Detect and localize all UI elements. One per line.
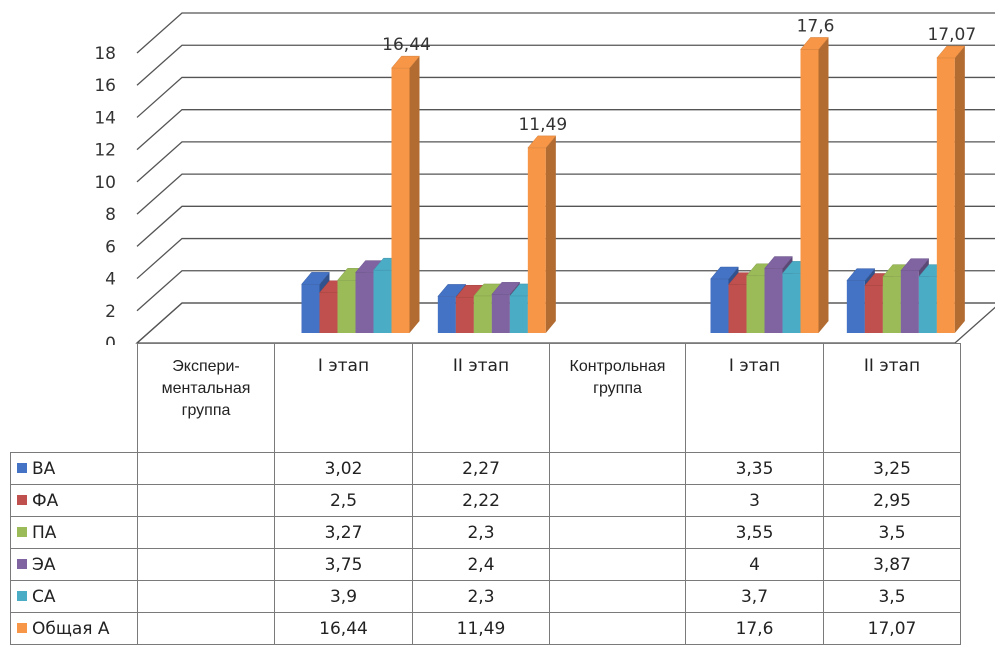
bar — [527, 135, 557, 333]
table-cell — [137, 612, 275, 645]
legend-entry: ЭА — [10, 548, 138, 581]
table-cell — [137, 580, 275, 613]
bar-chart: 0 2 4 6 8 10 12 14 16 18 16,44 11,49 17,6 17,07 — [94, 12, 995, 345]
legend-entry: Общая А — [10, 612, 138, 645]
table-cell: 3,25 — [823, 452, 961, 485]
data-labels: 16,44 11,49 17,6 17,07 — [382, 16, 976, 134]
data-label: 17,07 — [927, 25, 976, 45]
y-tick-label: 6 — [105, 237, 116, 257]
table-cell: 3,5 — [823, 580, 961, 613]
y-tick-label: 12 — [94, 141, 116, 161]
legend-entry: ПА — [10, 516, 138, 549]
table-cell: 3 — [685, 484, 824, 517]
table-cell — [549, 548, 686, 581]
table-cell — [549, 516, 686, 549]
bar — [799, 37, 830, 333]
table-cell — [549, 612, 686, 645]
bar — [390, 55, 421, 334]
category-header: II этап — [412, 343, 550, 453]
table-cell: 3,9 — [274, 580, 413, 613]
table-row: Общая А 16,44 11,49 17,6 17,07 — [10, 612, 961, 645]
chart-grid — [135, 12, 995, 344]
table-cell: 4 — [685, 548, 824, 581]
table-cell — [549, 484, 686, 517]
y-tick-label: 4 — [105, 270, 116, 290]
table-cell: 3,87 — [823, 548, 961, 581]
legend-entry: СА — [10, 580, 138, 613]
table-cell: 2,95 — [823, 484, 961, 517]
table-cell: 17,07 — [823, 612, 961, 645]
gridline — [136, 205, 995, 247]
gridline — [136, 237, 995, 280]
y-tick-label: 14 — [94, 108, 116, 128]
table-cell — [137, 548, 275, 581]
gridline — [136, 109, 995, 151]
table-cell: 3,55 — [685, 516, 824, 549]
data-label: 16,44 — [382, 35, 431, 55]
table-row: ЭА 3,75 2,4 4 3,87 — [10, 548, 961, 581]
chart-bars — [300, 37, 966, 334]
data-table: Экспери-ментальная группа I этап II этап Кон… — [10, 343, 961, 645]
table-cell — [137, 452, 275, 485]
table-cell: 17,6 — [685, 612, 824, 645]
bar — [936, 45, 966, 333]
legend-swatch — [17, 622, 27, 633]
legend-swatch — [17, 526, 27, 537]
gridline — [136, 12, 995, 54]
table-row: ФА 2,5 2,22 3 2,95 — [10, 484, 961, 517]
gridline — [136, 141, 995, 183]
table-row: ПА 3,27 2,3 3,55 3,5 — [10, 516, 961, 549]
table-row: ВА 3,02 2,27 3,35 3,25 — [10, 452, 961, 485]
category-header: I этап — [274, 343, 413, 453]
legend-swatch — [17, 590, 27, 601]
table-cell — [549, 580, 686, 613]
category-header: Экспери-ментальная группа — [137, 343, 275, 453]
y-tick-label: 8 — [105, 205, 116, 225]
gridline — [136, 76, 995, 118]
data-label: 11,49 — [518, 115, 567, 135]
table-cell: 2,4 — [412, 548, 550, 581]
y-tick-label: 0 — [105, 334, 116, 345]
y-axis-ticks: 0 2 4 6 8 10 12 14 16 18 — [94, 44, 116, 345]
category-header: Контрольная группа — [549, 343, 686, 453]
table-cell: 2,3 — [412, 580, 550, 613]
table-cell — [549, 452, 686, 485]
legend-swatch — [17, 558, 27, 569]
table-corner — [10, 343, 138, 453]
table-cell — [137, 516, 275, 549]
gridline — [136, 173, 995, 215]
category-header: II этап — [823, 343, 961, 453]
table-cell: 2,27 — [412, 452, 550, 485]
data-label: 17,6 — [797, 16, 835, 36]
legend-swatch — [17, 494, 27, 505]
table-cell: 3,02 — [274, 452, 413, 485]
table-cell: 2,5 — [274, 484, 413, 517]
table-cell: 3,75 — [274, 548, 413, 581]
table-cell — [137, 484, 275, 517]
table-cell: 3,27 — [274, 516, 413, 549]
table-cell: 2,22 — [412, 484, 550, 517]
table-cell: 3,35 — [685, 452, 824, 485]
y-tick-label: 16 — [94, 76, 116, 96]
y-tick-label: 18 — [94, 44, 116, 64]
table-cell: 3,7 — [685, 580, 824, 613]
gridline — [136, 44, 995, 86]
table-row: СА 3,9 2,3 3,7 3,5 — [10, 580, 961, 613]
category-header: I этап — [685, 343, 824, 453]
y-tick-label: 2 — [105, 302, 116, 322]
table-cell: 2,3 — [412, 516, 550, 549]
table-cell: 3,5 — [823, 516, 961, 549]
y-tick-label: 10 — [94, 173, 116, 193]
legend-swatch — [17, 462, 27, 473]
legend-entry: ФА — [10, 484, 138, 517]
table-cell: 16,44 — [274, 612, 413, 645]
legend-entry: ВА — [10, 452, 138, 485]
table-cell: 11,49 — [412, 612, 550, 645]
